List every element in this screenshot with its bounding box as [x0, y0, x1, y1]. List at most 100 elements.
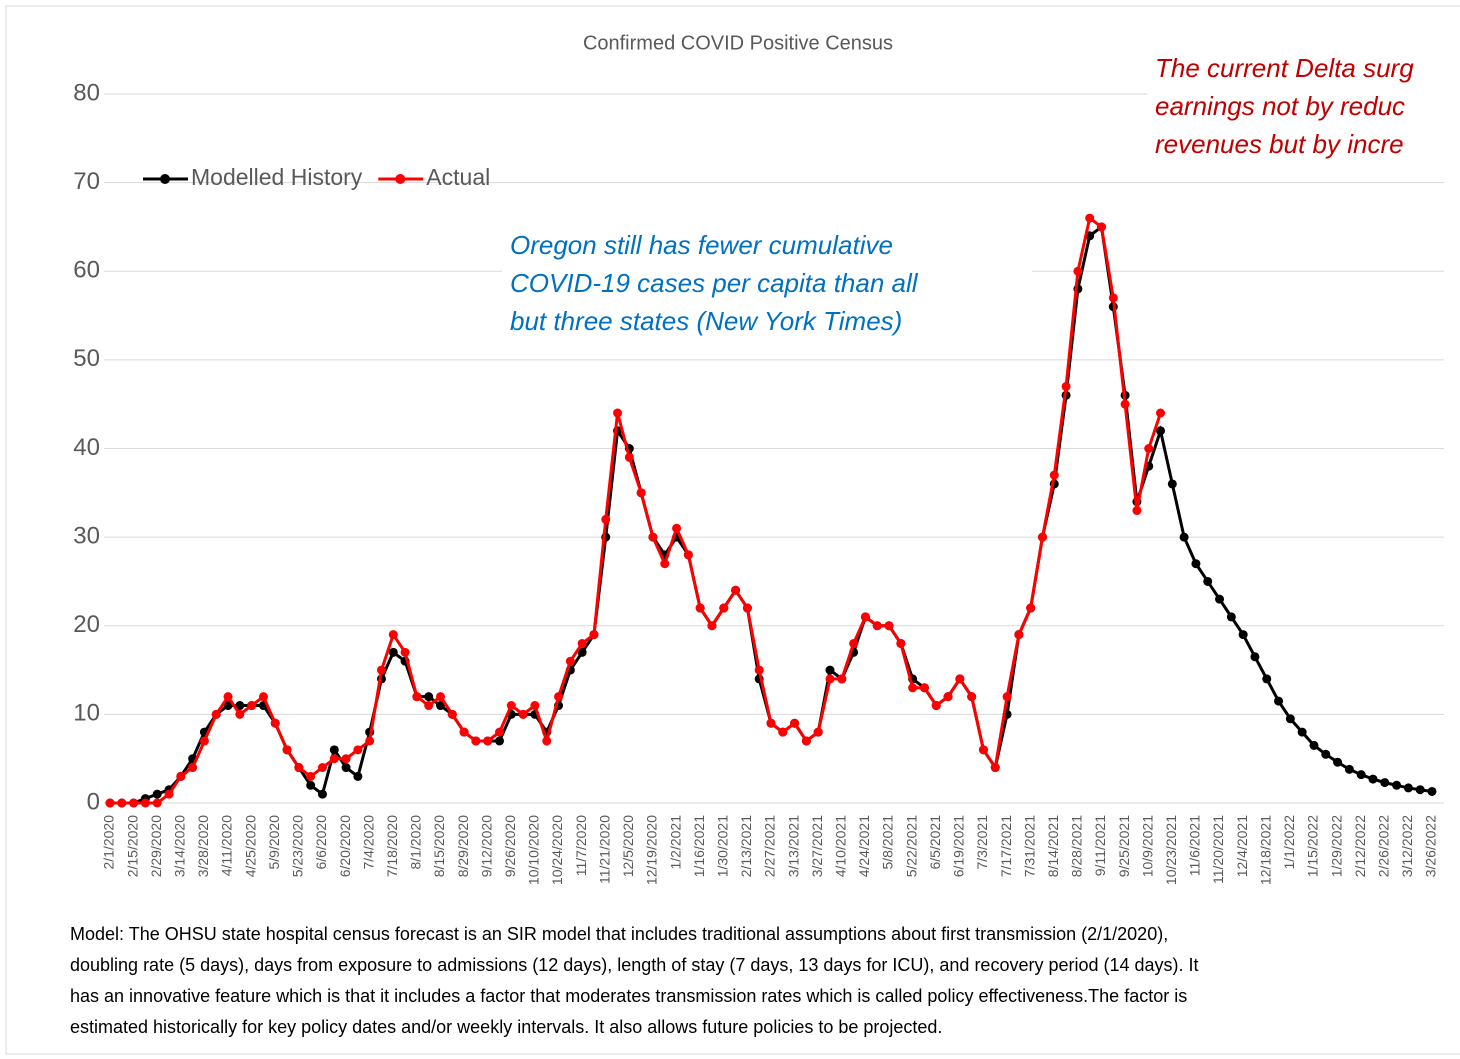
- point: [1144, 444, 1154, 453]
- point: [1108, 293, 1118, 303]
- point: [648, 532, 658, 542]
- x-tick-label: 6/6/2020: [313, 815, 329, 870]
- point: [400, 647, 410, 657]
- point: [1309, 740, 1319, 750]
- x-tick-label: 11/6/2021: [1187, 815, 1203, 876]
- point: [707, 621, 717, 631]
- x-tick-label: 7/3/2021: [974, 815, 990, 870]
- point: [506, 701, 516, 711]
- point: [624, 452, 634, 462]
- point: [1179, 532, 1189, 542]
- x-tick-label: 7/18/2020: [384, 815, 400, 877]
- x-tick-label: 11/20/2021: [1210, 815, 1226, 884]
- point: [1120, 399, 1130, 409]
- point: [388, 647, 398, 657]
- x-tick-label: 11/21/2020: [596, 815, 612, 884]
- point: [683, 550, 693, 560]
- point: [801, 736, 811, 746]
- point: [471, 736, 481, 746]
- footnote: has an innovative feature which is that …: [70, 986, 1187, 1006]
- y-tick-label: 80: [73, 79, 100, 106]
- point: [436, 701, 445, 711]
- point: [1132, 506, 1142, 516]
- point: [353, 771, 363, 781]
- point: [1356, 770, 1366, 780]
- point: [365, 736, 375, 746]
- annotation-text: Oregon still has fewer cumulative: [510, 230, 893, 260]
- x-tick-label: 4/10/2021: [833, 815, 849, 877]
- point: [1085, 213, 1095, 223]
- point: [1097, 222, 1106, 232]
- point: [1238, 630, 1248, 640]
- x-tick-label: 9/26/2020: [502, 815, 518, 877]
- x-tick-label: 4/11/2020: [219, 815, 235, 876]
- x-tick-label: 8/28/2021: [1069, 815, 1085, 877]
- point: [565, 656, 575, 666]
- point: [719, 603, 729, 613]
- x-tick-label: 7/31/2021: [1021, 815, 1037, 877]
- point: [589, 630, 599, 640]
- x-tick-label: 12/4/2021: [1234, 815, 1250, 877]
- point: [176, 771, 186, 781]
- point: [896, 638, 906, 648]
- x-tick-label: 2/1/2020: [101, 815, 117, 870]
- point: [1285, 714, 1295, 724]
- x-tick-label: 12/18/2021: [1257, 815, 1273, 885]
- point: [270, 718, 280, 728]
- x-tick-label: 8/15/2020: [431, 815, 447, 877]
- point: [636, 488, 646, 498]
- footnote: estimated historically for key policy da…: [70, 1017, 942, 1037]
- point: [1002, 692, 1012, 702]
- annotation-bg: [1147, 48, 1457, 168]
- point: [329, 754, 339, 764]
- point: [813, 727, 823, 737]
- point: [872, 621, 882, 631]
- x-tick-label: 3/12/2022: [1399, 815, 1415, 877]
- point: [235, 709, 245, 719]
- y-tick-label: 10: [73, 700, 100, 727]
- point: [199, 736, 209, 746]
- point: [152, 789, 162, 799]
- point: [306, 771, 316, 781]
- x-tick-label: 3/13/2021: [785, 815, 801, 877]
- point: [140, 798, 150, 808]
- point: [459, 727, 469, 737]
- point: [1392, 780, 1402, 790]
- x-tick-label: 12/5/2020: [620, 815, 636, 877]
- x-tick-label: 5/23/2020: [290, 815, 306, 877]
- point: [931, 701, 941, 711]
- point: [825, 665, 835, 675]
- point: [341, 754, 351, 764]
- x-tick-label: 8/14/2021: [1045, 815, 1061, 877]
- annotation-bg: [502, 225, 1032, 345]
- point: [884, 621, 894, 631]
- x-tick-label: 3/28/2020: [195, 815, 211, 877]
- point: [660, 559, 670, 569]
- point: [495, 727, 505, 737]
- point: [483, 736, 493, 746]
- point: [129, 798, 139, 808]
- point: [955, 674, 965, 684]
- annotation-text: The current Delta surg: [1155, 53, 1414, 83]
- point: [223, 701, 233, 711]
- x-tick-label: 5/9/2020: [266, 815, 282, 870]
- point: [447, 709, 457, 719]
- point: [424, 692, 434, 702]
- point: [695, 603, 705, 613]
- point: [1297, 727, 1307, 737]
- point: [849, 638, 859, 648]
- x-tick-label: 2/26/2022: [1375, 815, 1391, 877]
- point: [388, 630, 398, 640]
- footnote: Model: The OHSU state hospital census fo…: [70, 924, 1168, 944]
- point: [908, 683, 918, 693]
- x-tick-label: 1/16/2021: [691, 815, 707, 877]
- x-tick-label: 10/9/2021: [1139, 815, 1155, 877]
- point: [1167, 479, 1177, 489]
- annotation-text: earnings not by reduc: [1155, 91, 1405, 121]
- point: [436, 692, 445, 702]
- x-tick-label: 8/29/2020: [455, 815, 471, 877]
- point: [1427, 786, 1437, 796]
- point: [223, 692, 233, 702]
- point: [967, 692, 977, 702]
